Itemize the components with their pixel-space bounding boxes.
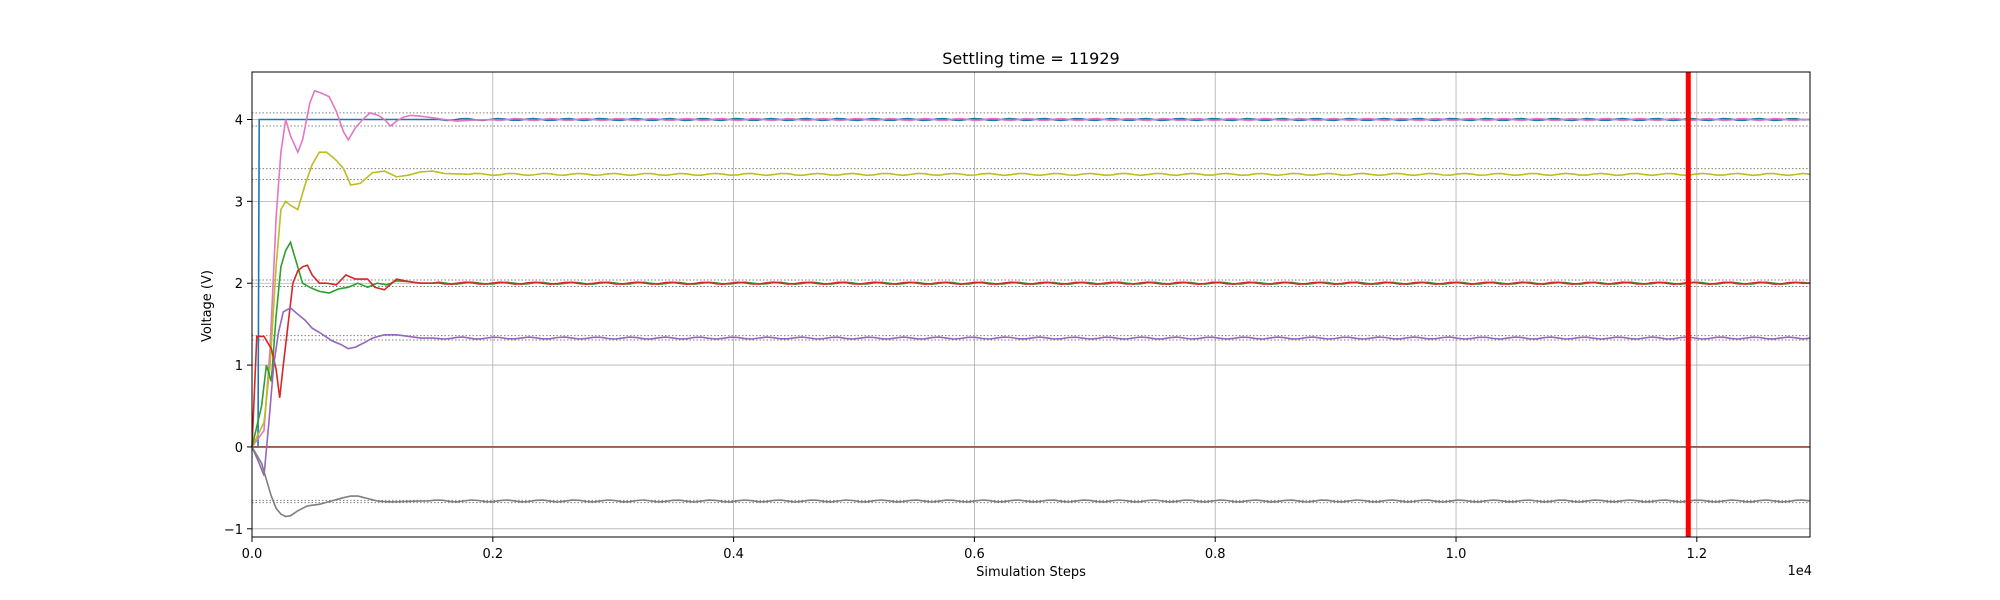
x-tick-label-6: 1.2 [1686,547,1707,562]
x-tick-label-2: 0.4 [723,547,744,562]
x-tick-label-4: 0.8 [1205,547,1226,562]
y-tick-label-1: 0 [235,441,243,456]
tolerance-bands [252,112,1810,504]
y-axis-label: Voltage (V) [200,270,215,342]
y-tick-label-3: 2 [235,277,243,292]
y-tick-label-0: −1 [224,523,243,538]
axis-ticks: 0.0 0.2 0.4 0.6 0.8 1.0 1.2 −1 0 1 2 3 4 [224,113,1707,562]
plot-frame [251,71,1811,538]
x-tick-label-5: 1.0 [1446,547,1467,562]
x-tick-label-3: 0.6 [964,547,985,562]
grid [251,72,1810,537]
y-tick-label-2: 1 [235,359,243,374]
series-layer [251,89,1811,518]
series-line-3 [251,89,1811,448]
y-tick-label-4: 3 [235,195,243,210]
series-line-5 [251,240,1811,448]
series-line-8 [251,446,1811,518]
series-line-6 [251,264,1811,447]
x-axis-label: Simulation Steps [976,565,1086,580]
x-axis-offset-label: 1e4 [1787,564,1812,579]
series-line-0 [252,117,1811,448]
y-tick-label-5: 4 [235,113,243,128]
series-line-7 [251,306,1811,476]
chart-title: Settling time = 11929 [942,49,1119,68]
x-tick-label-1: 0.2 [482,547,503,562]
series-line-4 [251,151,1811,448]
x-tick-label-0: 0.0 [242,547,263,562]
